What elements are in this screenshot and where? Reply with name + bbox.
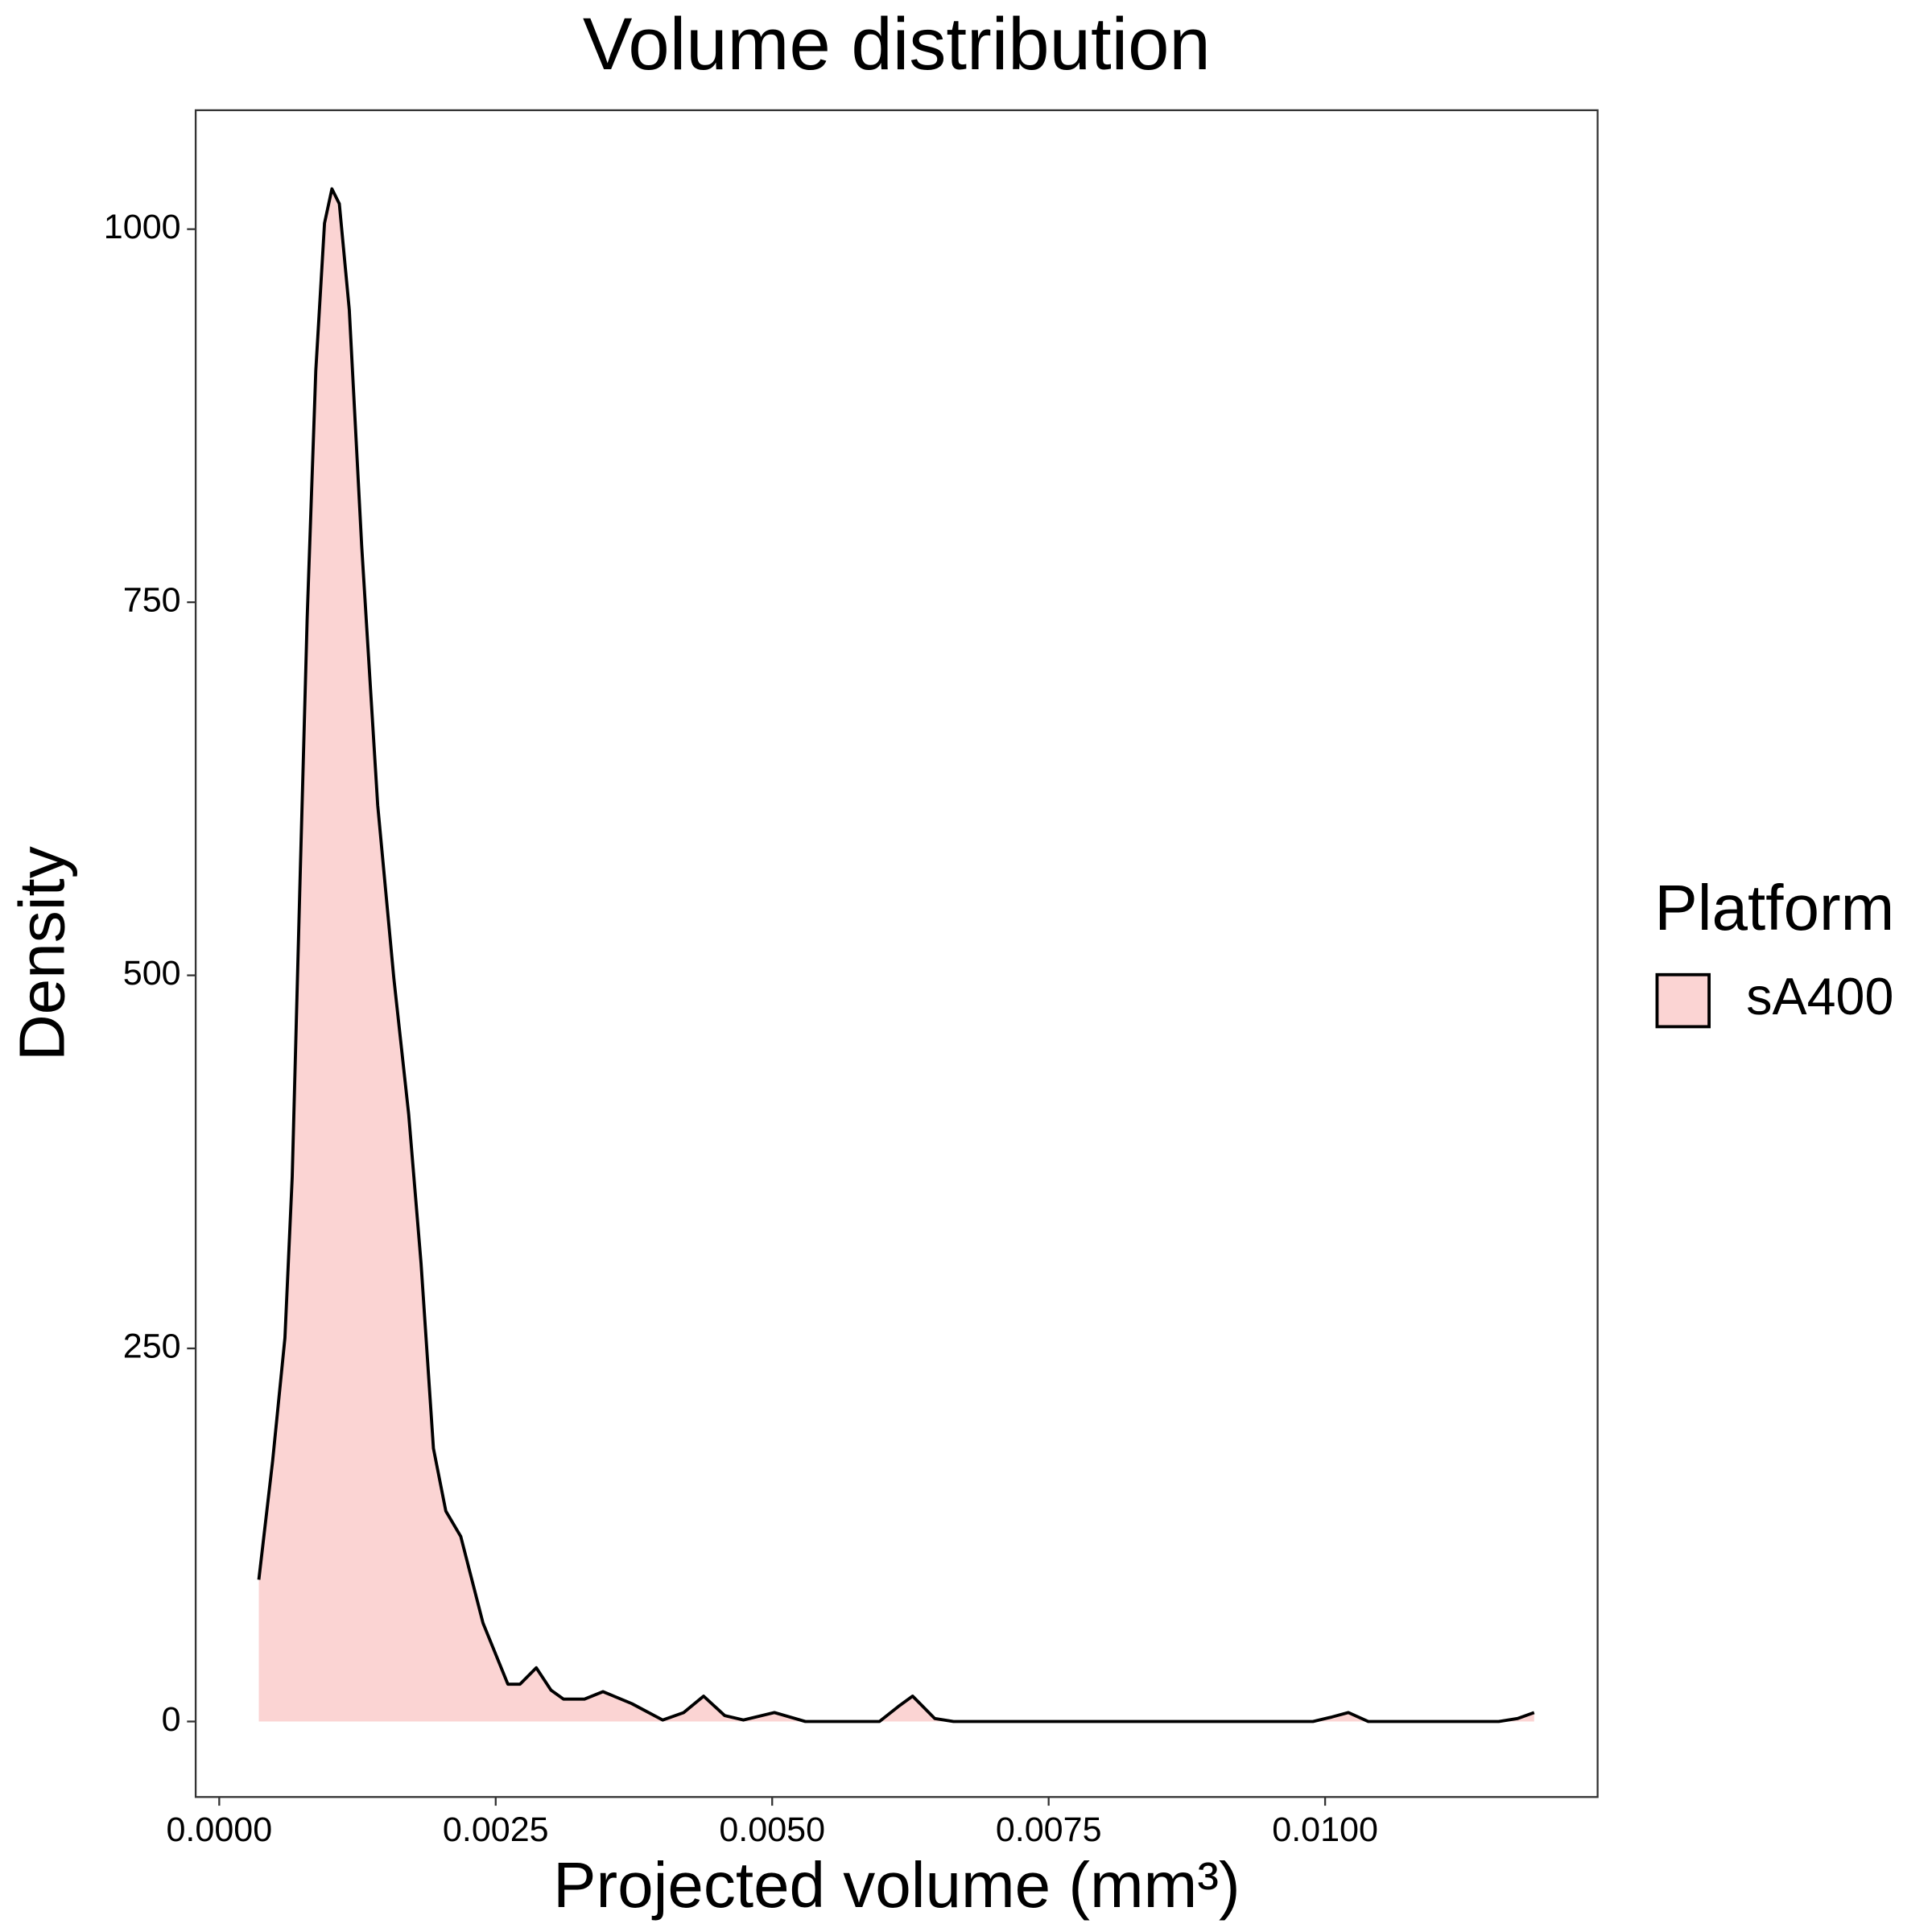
x-tick-label: 0.0100 <box>1272 1810 1378 1849</box>
x-tick-label: 0.0000 <box>166 1810 272 1849</box>
x-tick-label: 0.0025 <box>443 1810 549 1849</box>
legend-title: Platform <box>1654 872 1894 943</box>
y-axis-title: Density <box>6 846 78 1061</box>
x-tick-label: 0.0050 <box>719 1810 825 1849</box>
x-axis-title: Projected volume (mm³) <box>553 1849 1241 1921</box>
legend-swatch <box>1655 972 1711 1029</box>
density-line <box>257 187 1535 1724</box>
x-tick-label: 0.0075 <box>996 1810 1102 1849</box>
plot-border <box>194 109 1599 1798</box>
y-tick-label: 0 <box>162 1700 181 1739</box>
y-tick-label: 500 <box>123 954 181 993</box>
density-area <box>258 188 1534 1722</box>
y-tick-label: 750 <box>123 581 181 620</box>
y-tick-label: 250 <box>123 1327 181 1365</box>
chart-title: Volume distribution <box>583 2 1211 85</box>
y-tick-label: 1000 <box>104 208 181 246</box>
legend-label: sA400 <box>1746 968 1893 1026</box>
